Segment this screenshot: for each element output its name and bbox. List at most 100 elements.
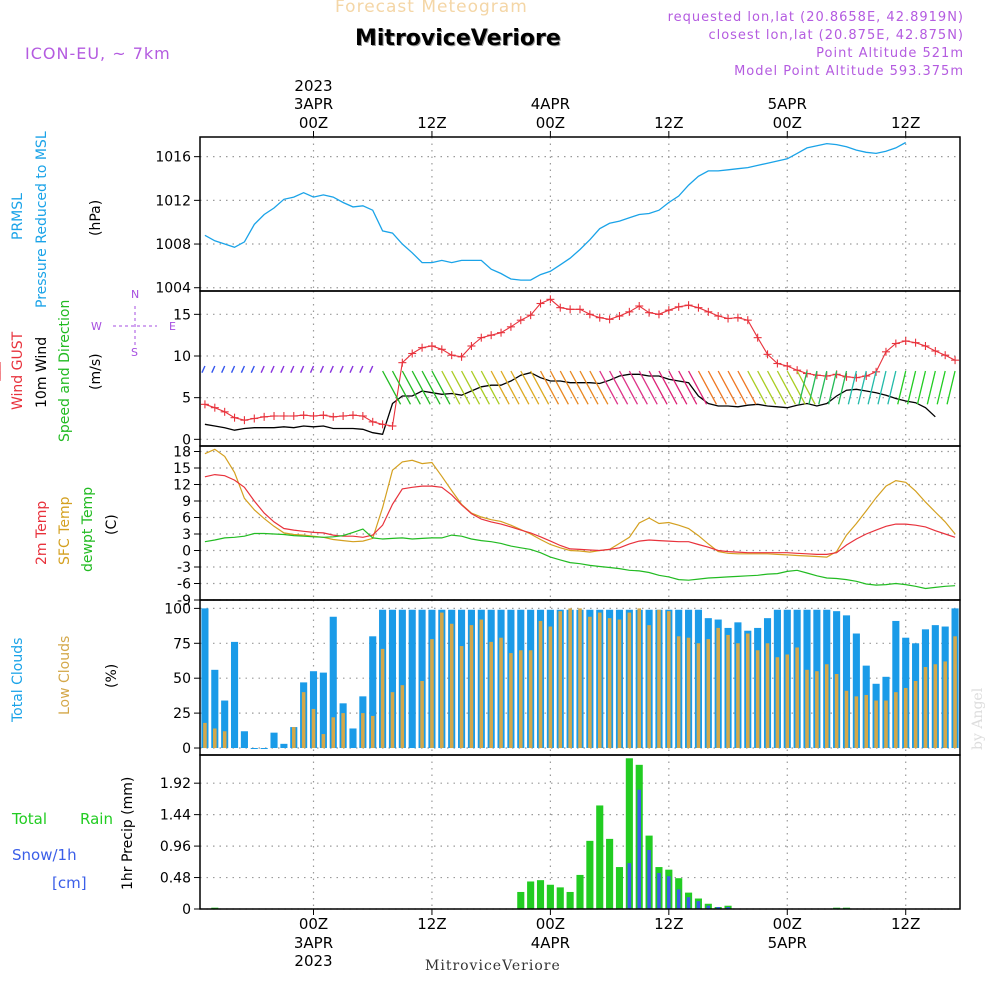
wind-dir-arrow	[349, 365, 354, 373]
low-cloud-bar	[696, 643, 701, 749]
low-cloud-bar	[499, 637, 503, 749]
wind-dir-arrow	[201, 365, 206, 373]
low-cloud-bar	[588, 616, 592, 749]
x-label-top-hour: 00Z	[773, 114, 802, 132]
y-tick-label: 15	[173, 307, 191, 323]
y-tick-label: 0	[182, 544, 191, 560]
low-cloud-bar	[755, 650, 760, 749]
total-cloud-bar	[398, 609, 406, 749]
wind-dir-arrow	[658, 370, 678, 405]
wind-dir-arrow	[309, 365, 315, 373]
rain-bar	[566, 891, 574, 909]
wind-dir-arrow	[250, 365, 255, 373]
low-cloud-bar	[844, 690, 849, 749]
wind-dir-arrow	[260, 365, 265, 373]
y-tick-label: 0.96	[160, 839, 191, 855]
wind-dir-arrow	[766, 370, 787, 405]
low-cloud-bar	[519, 650, 523, 749]
rain-label: Rain	[80, 810, 113, 828]
x-label-bottom-hour: 12Z	[891, 915, 920, 933]
x-label-top-hour: 12Z	[654, 114, 683, 132]
compass-e: E	[169, 320, 176, 333]
snow-label: Snow/1h	[12, 846, 77, 864]
compass-s: S	[131, 346, 138, 359]
rain-bar	[527, 881, 535, 909]
low-cloud-bar	[933, 664, 938, 749]
total-cloud-bar	[250, 748, 258, 750]
wind-dir-arrow	[299, 365, 305, 373]
low-cloud-bar	[795, 647, 799, 749]
snow-bar	[637, 789, 641, 909]
y-tick-label: 1.44	[160, 808, 191, 824]
wind-dir-arrow	[480, 370, 500, 405]
wind-dir-arrow	[867, 370, 877, 405]
wind-dir-arrow	[329, 365, 334, 373]
low-cloud-bar	[667, 611, 671, 749]
low-cloud-bar	[578, 608, 582, 749]
wind-dir-arrow	[618, 370, 639, 405]
low-cloud-bar	[380, 648, 385, 749]
closest-coords: closest lon,lat (20.875E, 42.875N)	[708, 28, 964, 43]
low-cloud-bar	[864, 694, 869, 749]
y-tick-label: 1016	[155, 150, 191, 166]
wind-dir-arrow	[460, 370, 481, 405]
wind-dir-arrow	[808, 370, 818, 405]
wind-dir-arrow	[827, 370, 838, 405]
low-cloud-bar	[903, 687, 908, 749]
low-cloud-bar	[676, 636, 681, 749]
rain-bar	[536, 880, 545, 909]
t2m-line	[204, 473, 956, 556]
wind-dir-arrow	[668, 370, 688, 405]
snow-bar	[676, 889, 681, 909]
low-cloud-bar	[568, 608, 572, 749]
total-cloud-bar	[270, 732, 278, 749]
y-tick-label: 1.92	[160, 776, 191, 792]
x-label-top-date: 4APR	[531, 95, 570, 113]
low-cloud-bar	[361, 713, 365, 749]
low-cloud-bar	[765, 643, 770, 749]
panel-frame	[199, 754, 961, 910]
y-tick-label: 0	[182, 432, 191, 448]
wind-dir-arrow	[441, 370, 461, 405]
wind-dir-arrow	[857, 370, 867, 405]
y-tick-label: -6	[177, 577, 191, 593]
wind-dir-arrow	[270, 365, 275, 373]
wind-dir-arrow	[946, 370, 956, 405]
x-label-bottom-hour: 00Z	[773, 915, 802, 933]
low-cloud-bar	[706, 639, 711, 749]
low-cloud-bar	[815, 671, 819, 749]
point-altitude: Point Altitude 521m	[816, 46, 964, 61]
low-cloud-bar	[854, 696, 859, 749]
wind-dir-arrow	[470, 370, 491, 405]
wind-dir-arrow	[319, 365, 325, 373]
x-label-top-hour: 12Z	[417, 114, 446, 132]
wind-dir-arrow	[569, 370, 589, 405]
y-tick-label: 100	[164, 601, 191, 617]
y-tick-label: 1012	[155, 193, 191, 209]
wind-dir-arrow	[707, 370, 727, 405]
low-cloud-bar	[716, 627, 720, 749]
wind-dir-arrow	[579, 370, 599, 405]
wind-dir-arrow	[431, 370, 451, 405]
wind-dir-arrow	[599, 370, 619, 405]
snow-bar	[667, 876, 671, 909]
wind-dir-arrow	[391, 370, 412, 405]
low-cloud-bar	[291, 727, 296, 749]
total-cloud-bar	[408, 609, 416, 749]
wind-dir-arrow	[786, 370, 806, 405]
wind-dir-arrow	[916, 370, 927, 405]
snow-bar	[647, 850, 651, 909]
low-cloud-bar	[390, 692, 395, 749]
wind-dir-arrow	[240, 365, 246, 373]
wind-dir-arrow	[697, 370, 718, 405]
low-cloud-bar	[834, 674, 839, 749]
footer-station: MitroviceVeriore	[425, 958, 561, 974]
low-cloud-bar	[420, 680, 424, 749]
low-cloud-bar	[597, 612, 602, 749]
x-label-bottom-hour: 00Z	[299, 915, 328, 933]
wind-dir-arrow	[280, 365, 285, 373]
wind-dir-arrow	[359, 365, 364, 373]
low-cloud-bar	[726, 634, 730, 749]
low-cloud-bar	[686, 637, 691, 749]
low-cloud-bar	[222, 731, 227, 749]
